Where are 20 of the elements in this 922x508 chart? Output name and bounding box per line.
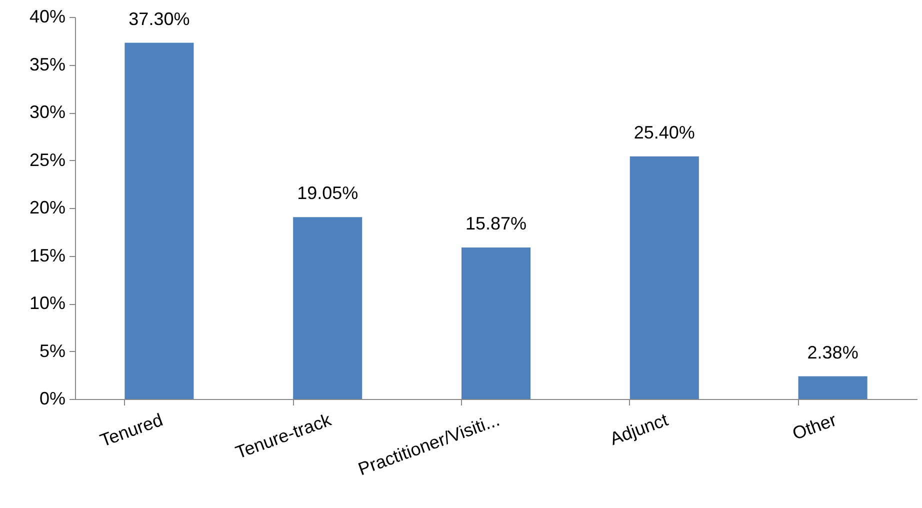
y-tick-label: 30%	[29, 102, 66, 122]
y-tick-label: 5%	[39, 340, 66, 361]
data-label: 15.87%	[465, 213, 527, 234]
bar	[124, 42, 194, 399]
y-tick-label: 10%	[29, 293, 66, 313]
y-tick-label: 35%	[29, 54, 66, 74]
y-tick-label: 20%	[29, 198, 66, 218]
data-label: 2.38%	[807, 342, 858, 362]
data-label: 19.05%	[297, 183, 358, 204]
y-tick-label: 0%	[39, 388, 66, 408]
data-label: 25.40%	[634, 122, 695, 142]
y-tick-label: 40%	[29, 6, 66, 26]
bar	[293, 217, 362, 399]
bar	[461, 247, 531, 399]
y-tick-label: 15%	[29, 245, 66, 266]
bar	[798, 376, 868, 399]
data-label: 37.30%	[128, 8, 190, 29]
bar	[630, 156, 699, 399]
y-tick-label: 25%	[29, 150, 66, 170]
x-tick-label: Other	[790, 410, 839, 444]
